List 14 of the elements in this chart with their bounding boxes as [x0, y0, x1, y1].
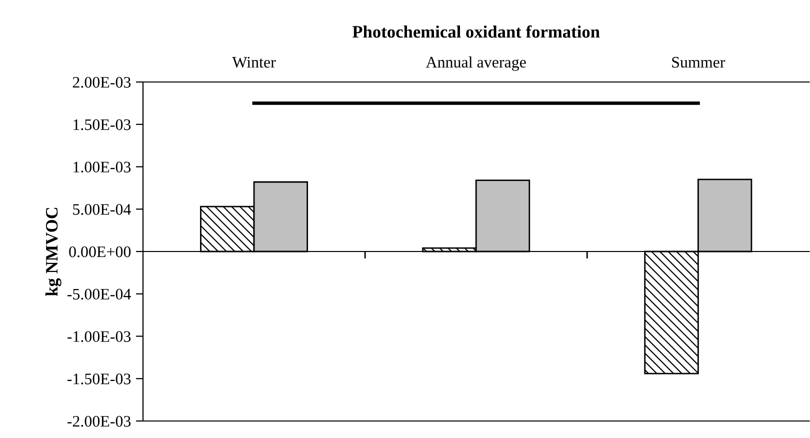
x-tick-label: Winter: [232, 56, 276, 68]
y-tick-label: 1.50E-03: [74, 119, 131, 130]
y-tick-label: -1.00E-03: [67, 331, 131, 342]
y-tick-label: -2.00E-03: [67, 416, 131, 427]
x-tick-label: Summer: [672, 56, 726, 68]
y-axis-title: kg NMVOC: [45, 208, 62, 296]
y-tick-label: -1.50E-03: [67, 374, 131, 384]
y-tick-label: 1.00E-03: [74, 162, 131, 173]
x-tick-label: Annual average: [426, 56, 526, 71]
y-tick-label: 0.00E+00: [69, 246, 131, 258]
y-tick-label: -5.00E-04: [67, 288, 131, 300]
chart-title: Photochemical oxidant formation: [352, 25, 600, 38]
y-tick-label: 2.00E-03: [72, 76, 131, 88]
y-tick-label: 5.00E-04: [73, 204, 131, 215]
